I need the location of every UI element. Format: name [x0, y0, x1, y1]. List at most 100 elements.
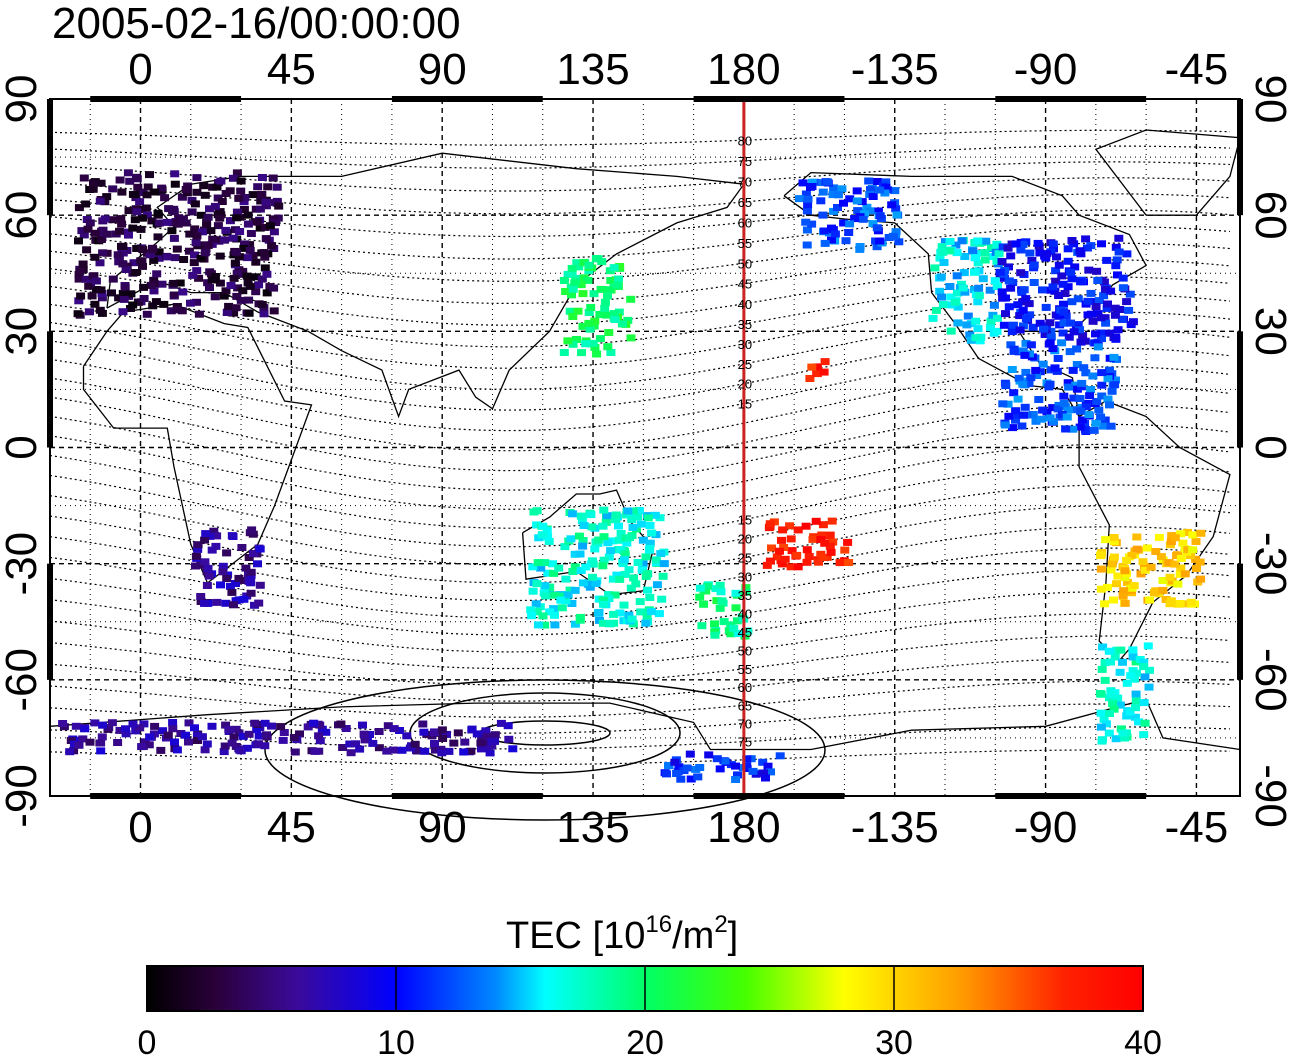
tec-cell — [1178, 539, 1188, 547]
tec-cell — [261, 198, 271, 206]
tec-cell — [248, 191, 258, 199]
tec-cell — [150, 722, 160, 730]
tec-cell — [205, 284, 214, 292]
tec-cell — [853, 207, 863, 215]
tec-cell — [985, 286, 995, 294]
tec-cell — [235, 746, 245, 754]
tec-cell — [1063, 283, 1073, 291]
tec-cell — [212, 183, 222, 191]
tec-cell — [937, 293, 946, 301]
tec-cell — [487, 742, 497, 750]
tec-cell — [201, 530, 211, 538]
tec-cell — [823, 178, 832, 186]
tec-cell — [570, 550, 580, 558]
tec-cell — [543, 533, 553, 541]
tec-cell — [561, 575, 571, 583]
tec-cell — [1093, 343, 1103, 351]
tec-cell — [442, 730, 451, 738]
tec-cell — [594, 536, 604, 544]
lat-lon-grid — [50, 99, 1240, 796]
tec-cell — [260, 253, 270, 261]
tec-cell — [1115, 306, 1125, 313]
tec-cell — [1006, 252, 1016, 260]
tec-cell — [1046, 327, 1056, 335]
tec-cell — [1058, 280, 1068, 288]
tec-cell — [148, 302, 158, 310]
tec-cell — [236, 177, 246, 185]
tec-cell — [1026, 374, 1036, 382]
tec-cell — [173, 220, 183, 228]
tec-cell — [1039, 325, 1048, 333]
tec-cell — [358, 721, 367, 729]
tec-cell — [260, 264, 270, 272]
colorbar-title-mid: /m — [672, 915, 714, 957]
tec-cell — [225, 217, 235, 225]
tec-cell — [868, 193, 878, 200]
tec-cell — [1082, 244, 1092, 252]
tec-cell — [162, 218, 172, 226]
tec-cell — [604, 286, 614, 294]
colorbar-title-suffix: ] — [728, 915, 739, 957]
tec-cell — [121, 266, 131, 273]
tec-cell — [833, 191, 843, 199]
tec-cell — [215, 279, 225, 287]
tec-cell — [1067, 298, 1077, 306]
tec-cell — [1161, 596, 1171, 603]
tec-cell — [259, 249, 269, 257]
tec-cell — [563, 591, 573, 599]
tec-cell — [1140, 719, 1150, 727]
tec-cell — [600, 305, 610, 312]
tec-cell — [536, 564, 546, 572]
tec-cell — [128, 190, 138, 198]
tec-cell — [1096, 585, 1106, 593]
tec-cell — [1118, 658, 1127, 666]
tec-cell — [1024, 300, 1034, 308]
tec-cell — [504, 735, 514, 743]
tec-cell — [1032, 372, 1042, 379]
tec-cell — [1004, 303, 1014, 311]
tec-cell — [1069, 328, 1079, 336]
tec-cell — [622, 539, 632, 547]
tec-cell — [1101, 319, 1111, 327]
tec-cell — [207, 722, 217, 730]
tec-cell — [590, 317, 600, 325]
tec-cell — [891, 205, 901, 213]
tec-cell — [567, 510, 577, 518]
frame-tick-bar — [1237, 99, 1243, 216]
tec-cell — [937, 243, 947, 251]
tec-cell — [610, 316, 620, 323]
tec-cell — [1017, 288, 1027, 296]
tec-cell — [74, 237, 83, 245]
tec-cell — [1018, 322, 1028, 330]
tec-cell — [570, 279, 580, 287]
tec-cell — [216, 177, 226, 185]
tec-cell — [1019, 411, 1028, 419]
tec-cell — [818, 554, 828, 561]
tec-cell — [852, 187, 862, 195]
tec-cell — [118, 308, 128, 316]
tec-cell — [1038, 406, 1048, 414]
tec-cell — [231, 597, 241, 605]
tec-cell — [1145, 666, 1154, 674]
tec-cell — [1132, 545, 1142, 553]
tec-cell — [98, 226, 108, 234]
tec-cell — [246, 579, 256, 587]
tec-cell — [1186, 598, 1196, 606]
tec-cell — [84, 282, 94, 290]
tec-cell — [803, 201, 813, 209]
tec-cell — [81, 275, 91, 283]
tec-cell — [1051, 267, 1061, 275]
tec-cell — [1122, 712, 1132, 720]
frame-tick-bar — [995, 96, 1147, 102]
tec-cell — [383, 722, 393, 730]
tec-cell — [643, 514, 653, 522]
tec-cell — [812, 363, 822, 371]
tec-cell — [1114, 248, 1124, 256]
frame-tick-bar — [47, 563, 53, 680]
tec-cell — [482, 743, 492, 751]
tec-cell — [1182, 600, 1191, 608]
tec-cell — [1188, 531, 1198, 539]
tec-cell — [224, 725, 234, 733]
magnetic-latitude-contours — [49, 129, 1230, 821]
tec-cell — [563, 337, 573, 345]
